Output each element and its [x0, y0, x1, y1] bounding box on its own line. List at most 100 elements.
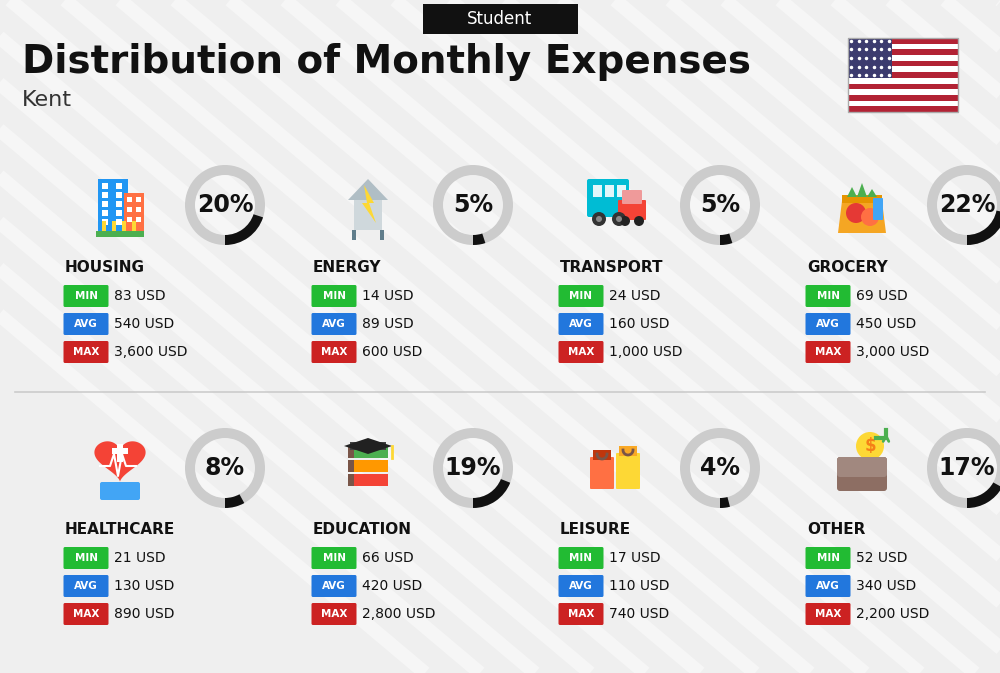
FancyBboxPatch shape — [587, 179, 629, 217]
FancyBboxPatch shape — [558, 341, 604, 363]
FancyBboxPatch shape — [98, 179, 128, 231]
FancyBboxPatch shape — [848, 55, 958, 61]
Text: MAX: MAX — [73, 609, 99, 619]
FancyBboxPatch shape — [64, 603, 108, 625]
FancyBboxPatch shape — [590, 457, 614, 489]
FancyBboxPatch shape — [842, 195, 882, 203]
Polygon shape — [348, 179, 388, 200]
Text: 21 USD: 21 USD — [114, 551, 166, 565]
FancyBboxPatch shape — [848, 72, 958, 78]
FancyBboxPatch shape — [136, 197, 141, 202]
FancyBboxPatch shape — [312, 575, 356, 597]
Text: MAX: MAX — [321, 347, 347, 357]
Text: 17%: 17% — [939, 456, 995, 480]
FancyBboxPatch shape — [116, 201, 122, 207]
FancyBboxPatch shape — [64, 313, 108, 335]
Circle shape — [856, 432, 884, 460]
Wedge shape — [433, 165, 513, 245]
Circle shape — [861, 208, 879, 226]
FancyBboxPatch shape — [116, 183, 122, 189]
Text: AVG: AVG — [74, 319, 98, 329]
FancyBboxPatch shape — [132, 221, 136, 231]
FancyBboxPatch shape — [558, 285, 604, 307]
FancyBboxPatch shape — [312, 285, 356, 307]
FancyBboxPatch shape — [848, 61, 958, 67]
FancyBboxPatch shape — [348, 474, 388, 486]
FancyBboxPatch shape — [422, 4, 578, 34]
FancyBboxPatch shape — [136, 207, 141, 212]
FancyBboxPatch shape — [312, 313, 356, 335]
Text: AVG: AVG — [74, 581, 98, 591]
Text: 89 USD: 89 USD — [362, 317, 414, 331]
Text: AVG: AVG — [569, 581, 593, 591]
FancyBboxPatch shape — [806, 575, 850, 597]
Text: 130 USD: 130 USD — [114, 579, 174, 593]
Text: 3,000 USD: 3,000 USD — [856, 345, 929, 359]
Wedge shape — [967, 211, 1000, 245]
FancyBboxPatch shape — [848, 106, 958, 112]
Text: HEALTHCARE: HEALTHCARE — [65, 522, 175, 538]
FancyBboxPatch shape — [312, 547, 356, 569]
FancyBboxPatch shape — [593, 185, 602, 197]
Wedge shape — [185, 428, 265, 508]
Text: MAX: MAX — [568, 609, 594, 619]
Text: 450 USD: 450 USD — [856, 317, 916, 331]
FancyBboxPatch shape — [848, 38, 892, 78]
FancyBboxPatch shape — [837, 457, 887, 477]
Text: OTHER: OTHER — [807, 522, 865, 538]
Text: ENERGY: ENERGY — [313, 260, 382, 275]
Text: 5%: 5% — [700, 193, 740, 217]
Text: MIN: MIN — [322, 553, 346, 563]
Text: MAX: MAX — [815, 347, 841, 357]
Text: 890 USD: 890 USD — [114, 607, 175, 621]
Text: MIN: MIN — [816, 553, 840, 563]
FancyBboxPatch shape — [348, 446, 354, 458]
Text: 83 USD: 83 USD — [114, 289, 166, 303]
FancyBboxPatch shape — [806, 603, 850, 625]
Circle shape — [596, 216, 602, 222]
Wedge shape — [927, 428, 1000, 508]
Text: 19%: 19% — [445, 456, 501, 480]
Text: 69 USD: 69 USD — [856, 289, 908, 303]
FancyBboxPatch shape — [558, 313, 604, 335]
Wedge shape — [927, 165, 1000, 245]
Wedge shape — [720, 234, 732, 245]
Wedge shape — [967, 483, 1000, 508]
Text: 740 USD: 740 USD — [609, 607, 669, 621]
Text: AVG: AVG — [816, 319, 840, 329]
Text: Distribution of Monthly Expenses: Distribution of Monthly Expenses — [22, 43, 751, 81]
FancyBboxPatch shape — [116, 219, 122, 225]
Text: 17 USD: 17 USD — [609, 551, 661, 565]
FancyBboxPatch shape — [848, 67, 958, 72]
FancyBboxPatch shape — [618, 200, 646, 220]
FancyBboxPatch shape — [312, 341, 356, 363]
Wedge shape — [680, 428, 760, 508]
FancyBboxPatch shape — [64, 341, 108, 363]
Text: 5%: 5% — [453, 193, 493, 217]
FancyBboxPatch shape — [806, 341, 850, 363]
FancyBboxPatch shape — [96, 231, 144, 237]
FancyBboxPatch shape — [848, 49, 958, 55]
FancyBboxPatch shape — [619, 446, 637, 456]
Polygon shape — [94, 441, 146, 482]
FancyBboxPatch shape — [848, 95, 958, 101]
Text: 66 USD: 66 USD — [362, 551, 414, 565]
Wedge shape — [473, 234, 485, 245]
FancyBboxPatch shape — [848, 78, 958, 83]
Wedge shape — [433, 428, 513, 508]
FancyBboxPatch shape — [348, 474, 354, 486]
Text: HOUSING: HOUSING — [65, 260, 145, 275]
FancyBboxPatch shape — [102, 201, 108, 207]
FancyBboxPatch shape — [112, 448, 128, 454]
Wedge shape — [473, 479, 510, 508]
Polygon shape — [362, 185, 376, 223]
FancyBboxPatch shape — [136, 217, 141, 222]
Text: 8%: 8% — [205, 456, 245, 480]
FancyBboxPatch shape — [616, 453, 640, 489]
Text: AVG: AVG — [322, 581, 346, 591]
FancyBboxPatch shape — [64, 575, 108, 597]
FancyBboxPatch shape — [806, 285, 850, 307]
Text: Kent: Kent — [22, 90, 72, 110]
FancyBboxPatch shape — [64, 547, 108, 569]
Circle shape — [592, 212, 606, 226]
